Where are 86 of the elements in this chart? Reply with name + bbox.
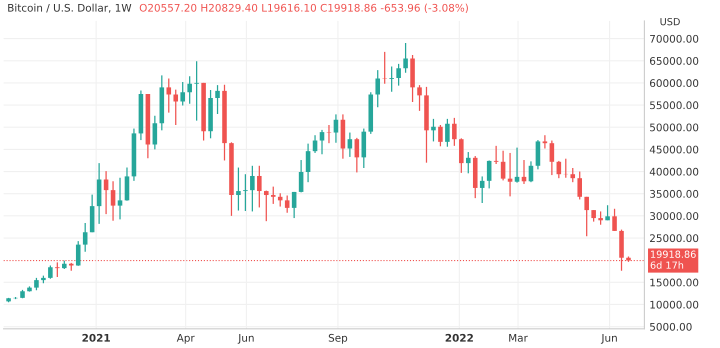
- y-axis-title: USD: [660, 18, 680, 26]
- y-tick-label: 45000.00: [650, 146, 698, 154]
- candlestick: [556, 160, 562, 179]
- y-tick-label: 5000.00: [650, 322, 692, 331]
- candlestick: [403, 42, 408, 74]
- candlestick: [570, 167, 576, 183]
- candlestick: [236, 166, 241, 212]
- candlestick: [417, 84, 422, 112]
- candlestick: [577, 170, 582, 200]
- candlestick: [612, 208, 617, 232]
- candlestick: [82, 222, 88, 252]
- candlestick: [180, 81, 185, 106]
- y-tick-label: 55000.00: [650, 101, 698, 110]
- candlestick: [264, 190, 269, 222]
- candlestick: [500, 150, 506, 182]
- candlestick: [312, 134, 318, 154]
- candlestick: [514, 146, 520, 184]
- candlestick: [76, 240, 81, 267]
- text: O20557.20 H20829.40 L19616.10 C19918.86 -653.96 (-3.08%): [140, 4, 468, 13]
- ref-line-label: 19918.86 6d 17h: [650, 250, 696, 269]
- candlestick: [445, 118, 450, 148]
- x-tick-label: Mar: [509, 334, 528, 342]
- candlestick: [173, 88, 178, 126]
- candlestick: [194, 60, 199, 122]
- candlestick: [598, 210, 603, 226]
- candlestick: [298, 159, 304, 193]
- candlestick: [306, 143, 310, 183]
- candlestick: [48, 264, 53, 280]
- y-tick-label: 65000.00: [650, 56, 698, 65]
- y-tick-label: 35000.00: [650, 190, 698, 198]
- candlestick: [396, 63, 401, 86]
- candlestick: [278, 192, 283, 208]
- candlestick: [452, 117, 457, 146]
- candlestick: [438, 124, 443, 147]
- candlestick: [389, 66, 394, 92]
- candlestick: [508, 152, 512, 197]
- y-tick-label: 10000.00: [650, 300, 698, 309]
- y-tick-label: 15000.00: [650, 278, 698, 286]
- candlestick: [486, 160, 492, 190]
- candlestick: [494, 145, 498, 165]
- candlestick: [354, 137, 360, 174]
- candlestick: [34, 277, 39, 291]
- candlestick: [550, 140, 554, 176]
- candlestick: [215, 84, 220, 115]
- x-tick-label: Jun: [238, 334, 254, 344]
- candlestick: [528, 160, 534, 183]
- candlestick: [480, 176, 484, 204]
- candlestick: [584, 196, 589, 237]
- x-tick-label: Apr: [176, 334, 195, 344]
- candlestick: [605, 204, 610, 221]
- x-tick-label: 2022: [446, 334, 473, 342]
- candlestick: [68, 262, 74, 272]
- candlestick: [320, 129, 324, 155]
- candlestick: [250, 165, 255, 212]
- candlestick: [243, 174, 248, 212]
- candlestick: [104, 170, 108, 215]
- y-tick-label: 60000.00: [650, 79, 698, 88]
- candlestick: [166, 78, 172, 114]
- candlestick: [382, 51, 387, 84]
- y-tick-label: 70000.00: [650, 34, 698, 43]
- y-tick-label: 40000.00: [650, 168, 698, 176]
- candlestick: [522, 159, 526, 185]
- y-tick-label: 50000.00: [650, 123, 698, 132]
- x-tick-label: Sep: [328, 334, 348, 344]
- x-tick-label: Jun: [600, 334, 617, 344]
- candlestick: [270, 186, 276, 205]
- candlestick: [334, 114, 338, 144]
- candlestick: [459, 138, 464, 174]
- candlestick: [591, 209, 596, 222]
- chart-title: Bitcoin / U.S. Dollar, 1W: [8, 4, 132, 13]
- candlestick: [326, 124, 332, 144]
- candlestick: [118, 177, 122, 220]
- candlestick: [124, 166, 130, 202]
- candlestick: [375, 69, 380, 108]
- candlestick: [284, 194, 290, 214]
- candlestick: [152, 115, 158, 150]
- x-tick-label: 2021: [82, 334, 110, 342]
- candlestick: [110, 180, 116, 222]
- candlestick: [431, 118, 436, 142]
- y-tick-label: 30000.00: [650, 212, 698, 220]
- candlestick: [292, 191, 296, 219]
- candlestick: [348, 132, 352, 158]
- candlestick: [187, 76, 192, 104]
- y-tick-label: 25000.00: [650, 234, 698, 242]
- candlestick: [466, 151, 471, 174]
- candlestick: [257, 165, 262, 208]
